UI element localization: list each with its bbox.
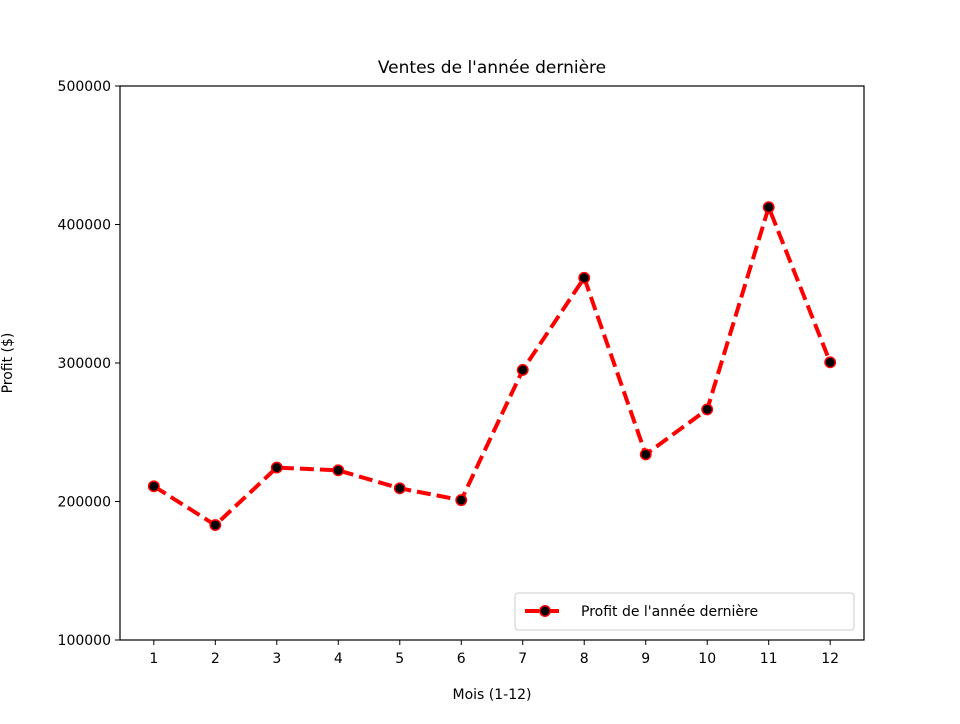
x-tick-label: 1 [149, 651, 158, 667]
series-line [152, 205, 833, 528]
x-tick-label: 12 [821, 651, 839, 667]
data-point [455, 494, 468, 507]
x-tick-label: 2 [211, 651, 220, 667]
y-tick-label: 400000 [58, 218, 111, 234]
chart-title: Ventes de l'année dernière [378, 58, 606, 78]
data-point [516, 363, 529, 376]
x-tick-label: 11 [760, 651, 778, 667]
data-point [332, 464, 345, 477]
data-point [701, 403, 714, 416]
series-layer [147, 201, 837, 531]
legend: Profit de l'année dernière [514, 592, 855, 631]
x-axis-label: Mois (1-12) [453, 687, 532, 703]
x-axis: 1 2 3 4 5 6 7 8 9 10 11 12 [149, 640, 839, 667]
legend-box [514, 592, 855, 631]
data-point [209, 519, 222, 531]
legend-marker-sample [539, 605, 551, 617]
x-tick-label: 7 [518, 651, 527, 667]
y-tick-label: 500000 [58, 79, 111, 95]
x-tick-label: 10 [698, 651, 716, 667]
y-axis: 100000 200000 300000 400000 500000 [58, 79, 120, 649]
data-point [762, 201, 775, 214]
y-tick-label: 200000 [58, 495, 111, 511]
y-tick-label: 100000 [58, 633, 111, 649]
data-point [147, 480, 160, 493]
data-point [393, 482, 406, 495]
data-point [270, 461, 283, 474]
legend-label: Profit de l'année dernière [581, 604, 758, 620]
data-point [639, 448, 652, 461]
data-point [824, 356, 837, 369]
x-tick-label: 5 [395, 651, 404, 667]
plot-area [119, 85, 865, 641]
x-tick-label: 6 [457, 651, 466, 667]
data-point [578, 271, 591, 284]
x-tick-label: 8 [580, 651, 589, 667]
x-tick-label: 3 [272, 651, 281, 667]
x-tick-label: 4 [334, 651, 343, 667]
x-tick-label: 9 [641, 651, 650, 667]
y-tick-label: 300000 [58, 356, 111, 372]
plot-frame [119, 85, 865, 641]
y-axis-label: Profit ($) [0, 333, 16, 394]
